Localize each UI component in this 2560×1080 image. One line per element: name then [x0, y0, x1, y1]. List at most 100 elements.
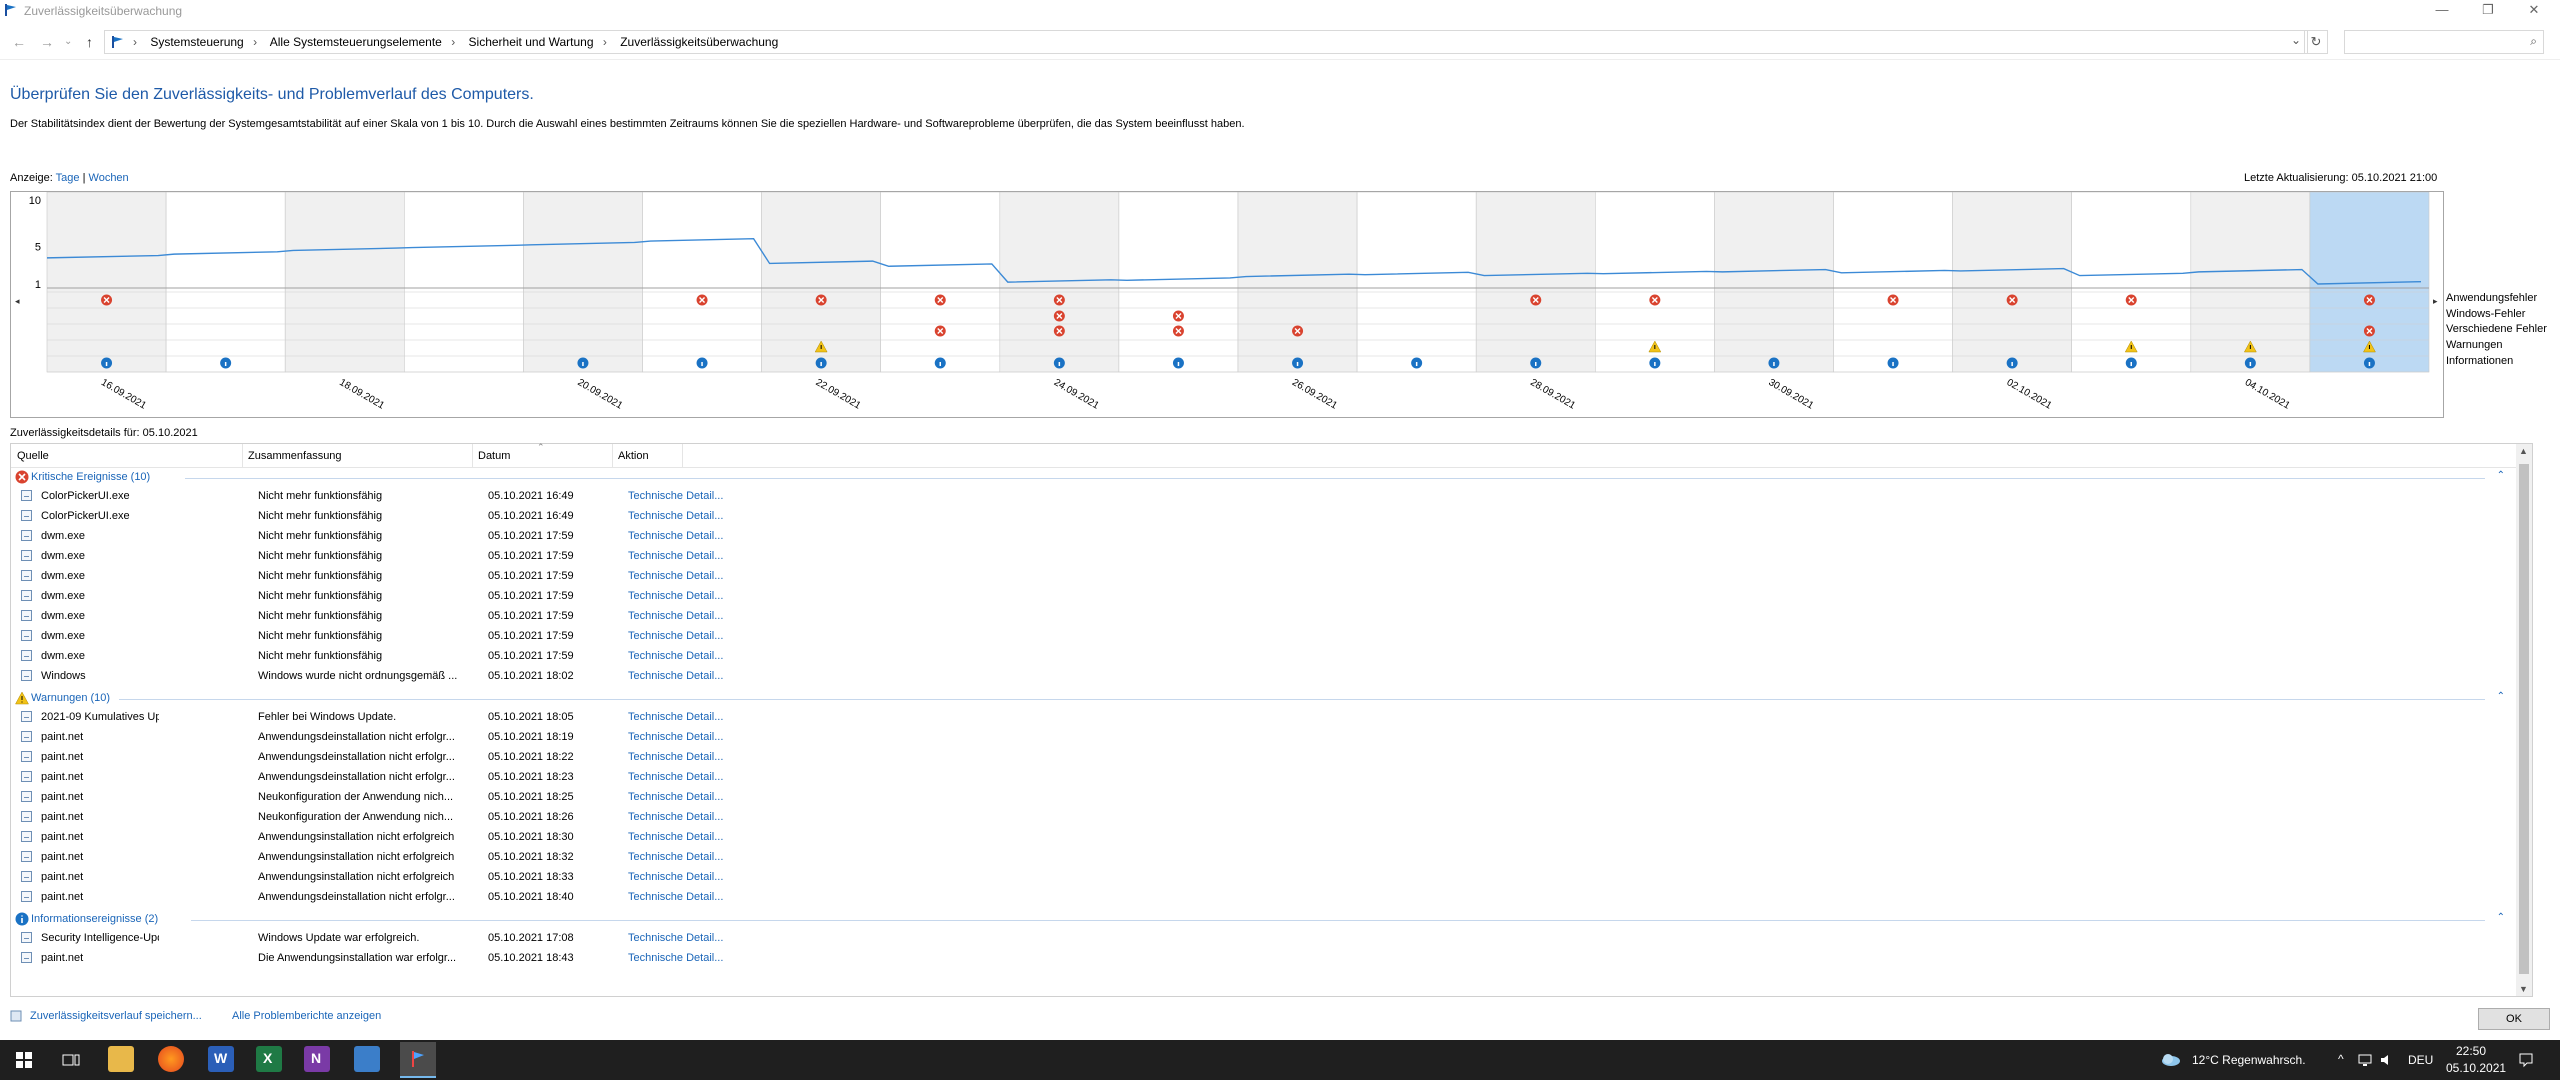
address-dropdown-icon[interactable]: ⌄ [2290, 33, 2301, 47]
breadcrumb-alle-elemente[interactable]: Alle Systemsteuerungselemente [269, 35, 442, 49]
back-button[interactable]: ← [12, 34, 26, 50]
table-row[interactable]: dwm.exe Nicht mehr funktionsfähig 05.10.20… [21, 627, 2511, 647]
file-explorer-icon[interactable] [108, 1046, 134, 1072]
group-header-error[interactable]: Kritische Ereignisse (10) ⌃ [15, 470, 2515, 486]
weather-text[interactable]: 12°C Regenwahrsch. [2192, 1053, 2306, 1067]
table-row[interactable]: ColorPickerUI.exe Nicht mehr funktionsfäh… [21, 507, 2511, 527]
column-separator[interactable] [682, 444, 683, 468]
group-label[interactable]: Warnungen (10) [31, 692, 111, 704]
breadcrumb[interactable]: › Systemsteuerung › Alle Systemsteuerung… [104, 30, 2308, 54]
stability-chart[interactable]: 10 5 1 16.09.2021 18.09.2021 20.09.2021 22.09.… [10, 191, 2444, 418]
table-row[interactable]: paint.net Anwendungsinstallation nicht er… [21, 848, 2511, 868]
scroll-up-icon[interactable]: ▲ [2519, 446, 2528, 456]
breadcrumb-sicherheit-wartung[interactable]: Sicherheit und Wartung [468, 35, 594, 49]
technical-details-link[interactable]: Technische Detail... [628, 510, 724, 522]
technical-details-link[interactable]: Technische Detail... [628, 650, 724, 662]
breadcrumb-systemsteuerung[interactable]: Systemsteuerung [150, 35, 244, 49]
column-separator[interactable] [612, 444, 613, 468]
search-input[interactable]: ⌕ [2344, 30, 2544, 54]
task-view-icon[interactable] [62, 1052, 80, 1068]
technical-details-link[interactable]: Technische Detail... [628, 791, 724, 803]
column-quelle[interactable]: Quelle [17, 450, 49, 462]
collapse-group-icon[interactable]: ⌃ [2496, 470, 2505, 481]
language-indicator[interactable]: DEU [2408, 1053, 2434, 1067]
all-reports-link[interactable]: Alle Problemberichte anzeigen [232, 1010, 382, 1022]
technical-details-link[interactable]: Technische Detail... [628, 751, 724, 763]
forward-button[interactable]: → [40, 34, 54, 50]
notification-icon[interactable] [2518, 1052, 2534, 1068]
scroll-down-icon[interactable]: ▼ [2519, 984, 2528, 994]
technical-details-link[interactable]: Technische Detail... [628, 711, 724, 723]
word-icon[interactable]: W [208, 1046, 234, 1072]
table-row[interactable]: paint.net Neukonfiguration der Anwendung … [21, 788, 2511, 808]
recent-locations-button[interactable]: ⌄ [64, 36, 73, 47]
view-days-link[interactable]: Tage [55, 172, 80, 184]
table-row[interactable]: dwm.exe Nicht mehr funktionsfähig 05.10.20… [21, 567, 2511, 587]
table-row[interactable]: paint.net Die Anwendungsinstallation war … [21, 949, 2511, 969]
volume-icon[interactable] [2380, 1053, 2394, 1067]
weather-icon[interactable] [2160, 1052, 2182, 1068]
table-row[interactable]: 2021-09 Kumulatives Update für ... Fehler… [21, 708, 2511, 728]
table-row[interactable]: dwm.exe Nicht mehr funktionsfähig 05.10.20… [21, 587, 2511, 607]
column-aktion[interactable]: Aktion [618, 450, 649, 462]
ok-button[interactable]: OK [2478, 1008, 2550, 1030]
stability-chart-svg[interactable]: 10 5 1 16.09.2021 18.09.2021 20.09.2021 22.09.… [11, 192, 2445, 419]
breadcrumb-zuverlaessigkeit[interactable]: Zuverlässigkeitsüberwachung [620, 35, 779, 49]
table-row[interactable]: ColorPickerUI.exe Nicht mehr funktionsfäh… [21, 487, 2511, 507]
column-datum[interactable]: Datum [478, 450, 511, 462]
group-label[interactable]: Kritische Ereignisse (10) [31, 471, 151, 483]
group-header-warning[interactable]: Warnungen (10) ⌃ [15, 691, 2515, 707]
onenote-icon[interactable]: N [304, 1046, 330, 1072]
column-zusammenfassung[interactable]: Zusammenfassung [248, 450, 342, 462]
technical-details-link[interactable]: Technische Detail... [628, 851, 724, 863]
list-scrollbar[interactable]: ▲ ▼ [2516, 444, 2532, 996]
technical-details-link[interactable]: Technische Detail... [628, 831, 724, 843]
table-row[interactable]: paint.net Anwendungsdeinstallation nicht … [21, 768, 2511, 788]
table-row[interactable]: dwm.exe Nicht mehr funktionsfähig 05.10.20… [21, 607, 2511, 627]
table-row[interactable]: dwm.exe Nicht mehr funktionsfähig 05.10.20… [21, 527, 2511, 547]
scrollbar-thumb[interactable] [2519, 464, 2529, 974]
network-icon[interactable] [2358, 1053, 2372, 1067]
technical-details-link[interactable]: Technische Detail... [628, 530, 724, 542]
view-weeks-link[interactable]: Wochen [88, 172, 129, 184]
table-row[interactable]: dwm.exe Nicht mehr funktionsfähig 05.10.20… [21, 647, 2511, 667]
table-row[interactable]: paint.net Anwendungsdeinstallation nicht … [21, 748, 2511, 768]
maximize-button[interactable]: ❐ [2482, 2, 2494, 17]
column-separator[interactable] [242, 444, 243, 468]
technical-details-link[interactable]: Technische Detail... [628, 550, 724, 562]
refresh-button[interactable]: ↻ [2304, 30, 2328, 54]
table-row[interactable]: paint.net Neukonfiguration der Anwendung … [21, 808, 2511, 828]
technical-details-link[interactable]: Technische Detail... [628, 490, 724, 502]
start-icon[interactable] [16, 1052, 32, 1068]
technical-details-link[interactable]: Technische Detail... [628, 871, 724, 883]
close-button[interactable]: ✕ [2528, 2, 2540, 17]
technical-details-link[interactable]: Technische Detail... [628, 570, 724, 582]
minimize-button[interactable]: — [2435, 2, 2449, 17]
technical-details-link[interactable]: Technische Detail... [628, 630, 724, 642]
reliability-monitor-taskbar-icon[interactable] [400, 1042, 436, 1078]
technical-details-link[interactable]: Technische Detail... [628, 811, 724, 823]
up-button[interactable]: ↑ [86, 34, 93, 50]
table-row[interactable]: Security Intelligence-Update für M... Win… [21, 929, 2511, 949]
table-row[interactable]: paint.net Anwendungsdeinstallation nicht … [21, 888, 2511, 908]
table-row[interactable]: paint.net Anwendungsdeinstallation nicht … [21, 728, 2511, 748]
group-label[interactable]: Informationsereignisse (2) [31, 913, 159, 925]
technical-details-link[interactable]: Technische Detail... [628, 590, 724, 602]
technical-details-link[interactable]: Technische Detail... [628, 932, 724, 944]
clock-date[interactable]: 05.10.2021 [2446, 1061, 2507, 1075]
technical-details-link[interactable]: Technische Detail... [628, 771, 724, 783]
technical-details-link[interactable]: Technische Detail... [628, 952, 724, 964]
save-history-link[interactable]: Zuverlässigkeitsverlauf speichern... [30, 1010, 202, 1022]
table-row[interactable]: paint.net Anwendungsinstallation nicht er… [21, 868, 2511, 888]
table-row[interactable]: dwm.exe Nicht mehr funktionsfähig 05.10.20… [21, 547, 2511, 567]
clock-time[interactable]: 22:50 [2456, 1044, 2487, 1058]
technical-details-link[interactable]: Technische Detail... [628, 731, 724, 743]
technical-details-link[interactable]: Technische Detail... [628, 670, 724, 682]
group-header-info[interactable]: Informationsereignisse (2) ⌃ [15, 912, 2515, 928]
tray-overflow-icon[interactable]: ^ [2338, 1052, 2344, 1066]
table-row[interactable]: paint.net Anwendungsinstallation nicht er… [21, 828, 2511, 848]
collapse-group-icon[interactable]: ⌃ [2496, 912, 2505, 923]
firefox-icon[interactable] [158, 1046, 184, 1072]
collapse-group-icon[interactable]: ⌃ [2496, 691, 2505, 702]
technical-details-link[interactable]: Technische Detail... [628, 610, 724, 622]
